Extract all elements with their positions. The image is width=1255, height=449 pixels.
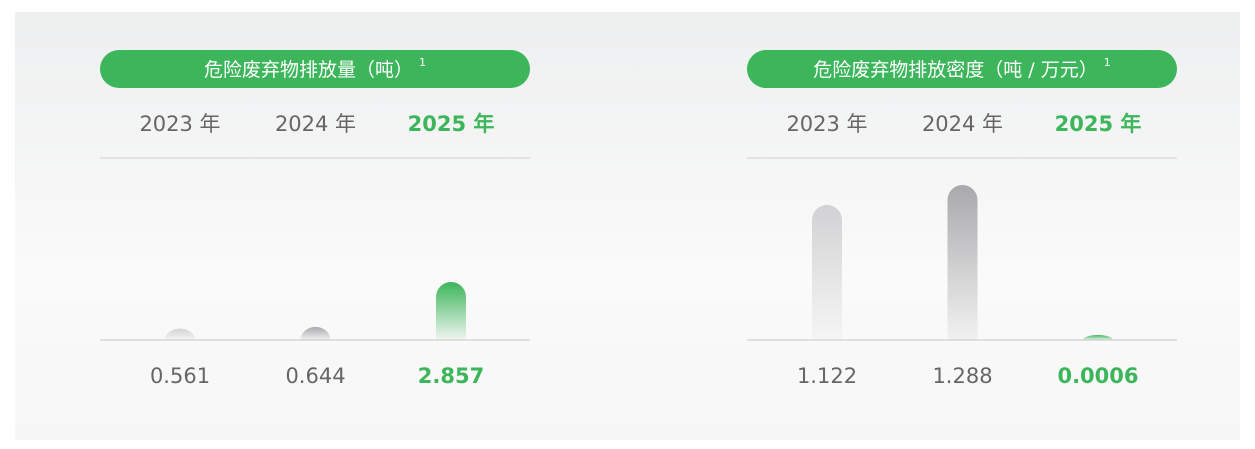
x-tick-label: 2025 年 xyxy=(408,112,495,136)
bar xyxy=(300,326,331,340)
value-label: 2.857 xyxy=(418,364,484,388)
x-tick-label: 2023 年 xyxy=(139,112,220,136)
chart-title: 危险废弃物排放量（吨） 1 xyxy=(204,56,426,81)
title-text: 危险废弃物排放密度（吨 / 万元） xyxy=(813,59,1097,81)
x-tick-label: 2023 年 xyxy=(786,112,867,136)
title-text: 危险废弃物排放量（吨） xyxy=(204,59,413,81)
title-note: 1 xyxy=(1104,56,1111,69)
chart-title: 危险废弃物排放密度（吨 / 万元） 1 xyxy=(813,56,1110,81)
bar xyxy=(812,204,842,340)
bar xyxy=(436,282,466,340)
x-tick-label: 2024 年 xyxy=(922,112,1003,136)
value-label: 0.0006 xyxy=(1057,364,1138,388)
value-label: 0.561 xyxy=(150,364,210,388)
bar xyxy=(947,185,978,340)
value-label: 1.122 xyxy=(797,364,857,388)
bar xyxy=(1083,335,1113,340)
value-label: 1.288 xyxy=(932,364,992,388)
title-pill xyxy=(100,50,530,88)
x-tick-label: 2025 年 xyxy=(1055,112,1142,136)
title-pill xyxy=(747,50,1177,88)
bar xyxy=(165,328,195,340)
title-note: 1 xyxy=(419,56,426,69)
value-label: 0.644 xyxy=(285,364,345,388)
x-tick-label: 2024 年 xyxy=(275,112,356,136)
